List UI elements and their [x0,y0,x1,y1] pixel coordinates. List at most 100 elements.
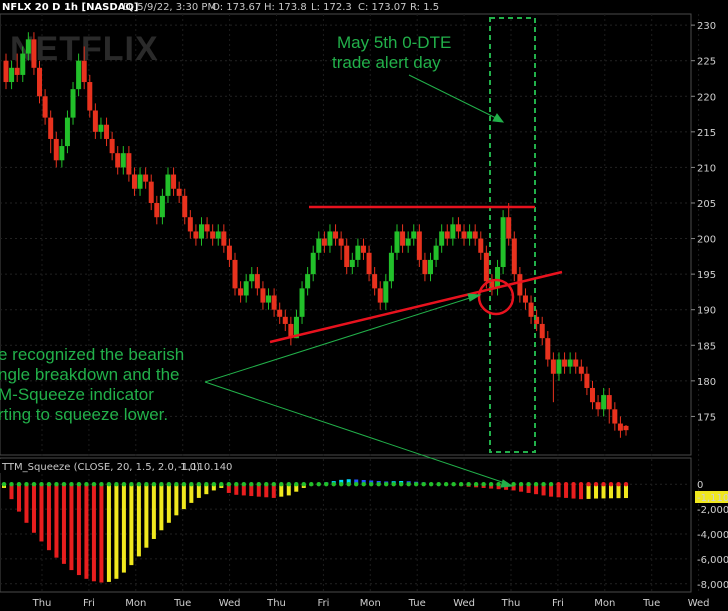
candle-body [293,316,299,339]
header-symbol[interactable]: NFLX 20 D 1h [NASDAQ] [2,2,139,13]
squeeze-dot [106,482,112,487]
squeeze-dot [578,482,584,487]
squeeze-dot [361,482,366,487]
price-panel-frame [0,13,692,456]
histogram-bar [286,484,291,496]
time-tick-label: Mon [360,598,381,609]
candle-body [511,238,517,275]
time-tick-label: Thu [32,598,52,609]
squeeze-dot [46,482,52,487]
squeeze-dot [369,482,374,487]
candle-body [483,252,489,282]
candle-body [154,202,160,218]
histogram-bar [204,484,209,495]
candle-body [238,288,244,296]
price-tick-label: 200 [697,235,716,246]
candle-body [500,217,506,268]
squeeze-dot [548,482,554,487]
histogram-bar [84,484,89,579]
candle-body [126,153,132,175]
price-tick-label: 185 [697,341,716,352]
ascending-trendline [269,270,563,344]
squeeze-dot [556,482,561,487]
price-axis: 175 180 185 190 195 200 205 210 215 220 225 230 [691,21,716,423]
candle-body [394,231,400,253]
histogram-bar [159,484,164,531]
candle-body [433,245,439,260]
squeeze-dot [219,482,224,487]
histogram-bar [129,484,134,566]
squeeze-dot [91,482,97,487]
indicator-panel-frame [0,457,692,593]
candle-body [333,231,339,239]
squeeze-dot [466,482,471,487]
candle-body [3,60,9,83]
candle-body [316,238,322,253]
indicator-title: TTM_Squeeze (CLOSE, 20, 1.5, 2.0, 1.0) [1,462,200,473]
time-tick-label: Fri [83,598,95,609]
histogram-bar [144,484,149,548]
histogram-bar [136,484,141,557]
histogram-bar [496,484,501,490]
time-tick-label: Thu [501,598,521,609]
histogram-bar [61,484,66,564]
squeeze-dot [608,482,614,487]
time-tick-label: Thu [266,598,286,609]
squeeze-dot [129,482,134,487]
candle-body [148,181,154,203]
histogram-bar [511,484,516,491]
histogram-bar [24,484,29,523]
squeeze-dot [61,482,67,487]
candle-body [495,267,501,289]
candle-body [450,224,456,239]
candle-body [338,238,344,246]
histogram-bar [121,484,126,573]
candle-body [165,174,171,196]
candle-body [14,67,20,75]
squeeze-dot [316,482,321,487]
time-tick-label: Mon [125,598,146,609]
histogram-bar [249,484,254,497]
squeeze-dot [593,482,599,487]
squeeze-dot [144,482,149,487]
histogram-bar [271,484,276,498]
squeeze-dot [226,482,232,487]
annotation-arrows [204,74,514,488]
squeeze-dot [376,482,381,487]
price-tick-label: 210 [697,163,716,174]
price-tick-label: 230 [697,21,716,32]
candle-body [182,195,188,218]
candle-body [76,60,82,90]
candle-body [260,288,266,303]
candle-body [31,39,37,68]
candle-body [584,373,590,388]
histogram-bar [76,484,81,576]
squeeze-dot [114,482,119,487]
histogram-bar [586,484,591,499]
candle-body [562,359,568,367]
header-range: R: 1.5 [410,2,439,13]
candle-body [567,359,573,367]
alert-label-line1: May 5th 0-DTE [337,33,451,52]
squeeze-dot [121,482,127,487]
histogram-bar [46,484,51,551]
time-tick-label: Fri [552,598,564,609]
candle-body [321,238,327,246]
histogram-bar [579,484,584,500]
histogram-bar [526,484,531,493]
squeeze-dot [309,482,314,487]
squeeze-dot [196,482,202,487]
squeeze-dot [354,482,359,487]
histogram-bar [189,484,194,503]
squeeze-dot [398,482,404,487]
last-value-flag-bg [695,491,728,503]
squeeze-dot [294,482,299,487]
indicator-squeeze-value: 0 [226,462,232,473]
indicator-tick-label: -2,000 [697,505,728,516]
candle-body [187,217,193,232]
histogram-bar [241,484,246,496]
candle-body [42,96,48,118]
squeeze-dot [39,482,44,487]
candle-body [115,153,121,168]
